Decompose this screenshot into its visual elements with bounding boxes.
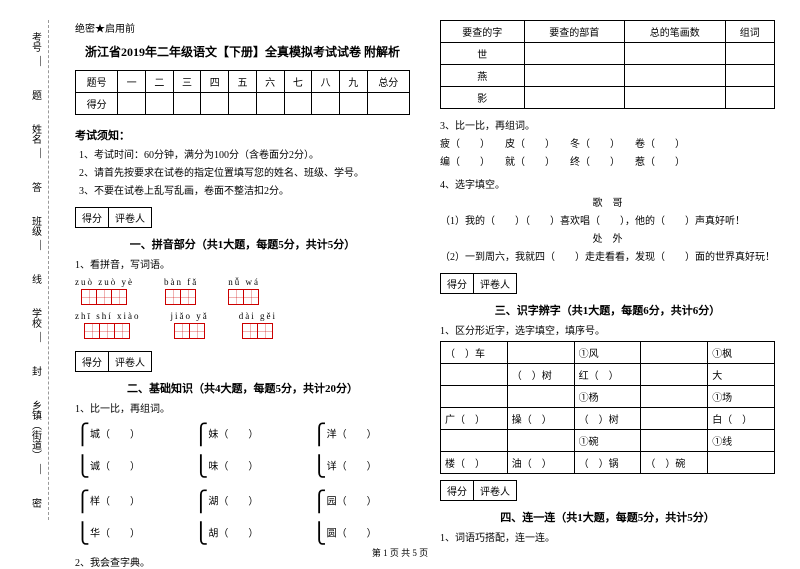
side-mark2: 答 <box>28 182 43 192</box>
q3-1: 1、区分形近字，选字填空，填序号。 <box>440 322 775 337</box>
side-labels: 考号__ 题 姓名__ 答 班级__ 线 学校__ 封 乡镇（街道）__ 密 <box>10 20 60 520</box>
section-3-title: 三、识字辨字（共1大题，每题6分，共计6分） <box>440 302 775 318</box>
table-row: 题号一二三四五六七八九总分 <box>76 71 410 93</box>
left-column: 绝密★启用前 浙江省2019年二年级语文【下册】全真模拟考试试卷 附解析 题号一… <box>60 20 425 540</box>
q3: 3、比一比，再组词。 <box>440 117 775 132</box>
option-label: 处 外 <box>440 231 775 249</box>
q4-1: 1、词语巧搭配，连一连。 <box>440 529 775 544</box>
notice-item: 2、请首先按要求在试卷的指定位置填写您的姓名、班级、学号。 <box>79 165 410 183</box>
char-table: （ ）车①风①枫 （ ）树红（ ）大 ①杨①场 广（ ）操（ ）（ ）树白（ ）… <box>440 341 775 474</box>
q1-1: 1、看拼音，写词语。 <box>75 256 410 271</box>
score-table: 题号一二三四五六七八九总分 得分 <box>75 70 410 115</box>
notice-item: 3、不要在试卷上乱写乱画，卷面不整洁扣2分。 <box>79 183 410 201</box>
side-kaohao: 考号__ <box>20 32 50 66</box>
notice-item: 1、考试时间：60分钟，满分为100分（含卷面分2分）。 <box>79 147 410 165</box>
right-column: 要查的字要查的部首总的笔画数组词 世 燕 影 3、比一比，再组词。 疲（ ） 皮… <box>425 20 790 540</box>
score-box: 得分评卷人 <box>440 480 517 501</box>
score-box: 得分评卷人 <box>440 273 517 294</box>
page-footer: 第 1 页 共 5 页 <box>0 546 800 559</box>
lookup-table: 要查的字要查的部首总的笔画数组词 世 燕 影 <box>440 20 775 109</box>
fill-line: 编（ ） 就（ ） 终（ ） 惹（ ） <box>440 154 775 172</box>
section-4-title: 四、连一连（共1大题，每题5分，共计5分） <box>440 509 775 525</box>
option-label: 歌 哥 <box>440 195 775 213</box>
table-row: 得分 <box>76 93 410 115</box>
section-1-title: 一、拼音部分（共1大题，每题5分，共计5分） <box>75 236 410 252</box>
fold-line <box>48 20 49 520</box>
score-box: 得分评卷人 <box>75 351 152 372</box>
fill-line: 疲（ ） 皮（ ） 冬（ ） 卷（ ） <box>440 136 775 154</box>
page-content: 绝密★启用前 浙江省2019年二年级语文【下册】全真模拟考试试卷 附解析 题号一… <box>0 0 800 540</box>
side-xiangzhen: 乡镇（街道）__ <box>20 400 50 474</box>
score-box: 得分评卷人 <box>75 207 152 228</box>
q2-1: 1、比一比，再组词。 <box>75 400 410 415</box>
confidential-label: 绝密★启用前 <box>75 20 410 35</box>
side-mark1: 题 <box>28 90 43 100</box>
notice-list: 1、考试时间：60分钟，满分为100分（含卷面分2分）。 2、请首先按要求在试卷… <box>79 147 410 201</box>
side-mark5: 密 <box>28 498 43 508</box>
pinyin-row-1: zuò zuò yè bàn fǎ nǚ wá <box>75 277 410 305</box>
pinyin-row-2: zhī shí xiào jiǎo yǎ dài gěi <box>75 311 410 339</box>
side-xuexiao: 学校__ <box>20 308 50 342</box>
fill-line: （1）我的（ ）（ ）喜欢唱（ ），他的（ ）声真好听！ <box>440 213 775 231</box>
compare-row: ⎧样（ ）⎩华（ ） ⎧湖（ ）⎩胡（ ） ⎧园（ ）⎩圆（ ） <box>75 486 410 550</box>
side-mark3: 线 <box>28 274 43 284</box>
side-xingming: 姓名__ <box>20 124 50 158</box>
q4: 4、选字填空。 <box>440 176 775 191</box>
compare-row: ⎧城（ ）⎩诚（ ） ⎧妹（ ）⎩味（ ） ⎧洋（ ）⎩详（ ） <box>75 419 410 483</box>
fill-line: （2）一到周六，我就四（ ）走走看看，发现（ ）面的世界真好玩！ <box>440 249 775 267</box>
section-2-title: 二、基础知识（共4大题，每题5分，共计20分） <box>75 380 410 396</box>
side-mark4: 封 <box>28 366 43 376</box>
exam-title: 浙江省2019年二年级语文【下册】全真模拟考试试卷 附解析 <box>75 43 410 60</box>
notice-title: 考试须知： <box>75 127 410 143</box>
side-banji: 班级__ <box>20 216 50 250</box>
